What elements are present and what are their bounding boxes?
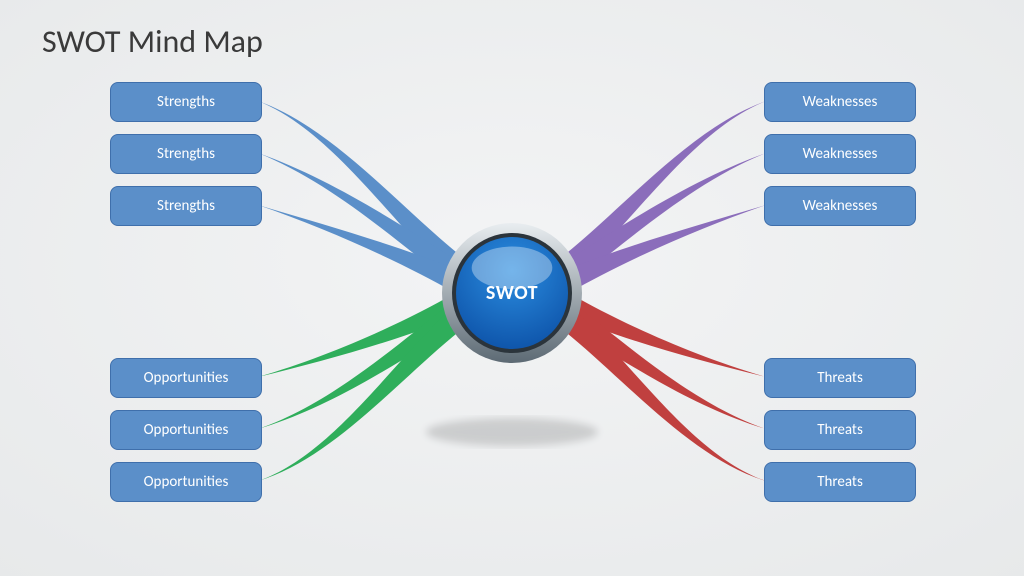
threats-pill: Threats [764,358,916,398]
opportunities-pill: Opportunities [110,410,262,450]
center-shadow [426,418,598,446]
page-title: SWOT Mind Map [42,22,263,61]
weaknesses-pill: Weaknesses [764,186,916,226]
opportunities-pill: Opportunities [110,358,262,398]
strengths-pill: Strengths [110,82,262,122]
swot-mindmap-diagram: { "type": "mindmap", "canvas": { "width"… [0,0,1024,576]
strengths-pill: Strengths [110,186,262,226]
strengths-pill: Strengths [110,134,262,174]
threats-pill: Threats [764,462,916,502]
center-label: SWOT [452,281,572,305]
weaknesses-pill: Weaknesses [764,82,916,122]
weaknesses-pill: Weaknesses [764,134,916,174]
opportunities-pill: Opportunities [110,462,262,502]
threats-pill: Threats [764,410,916,450]
